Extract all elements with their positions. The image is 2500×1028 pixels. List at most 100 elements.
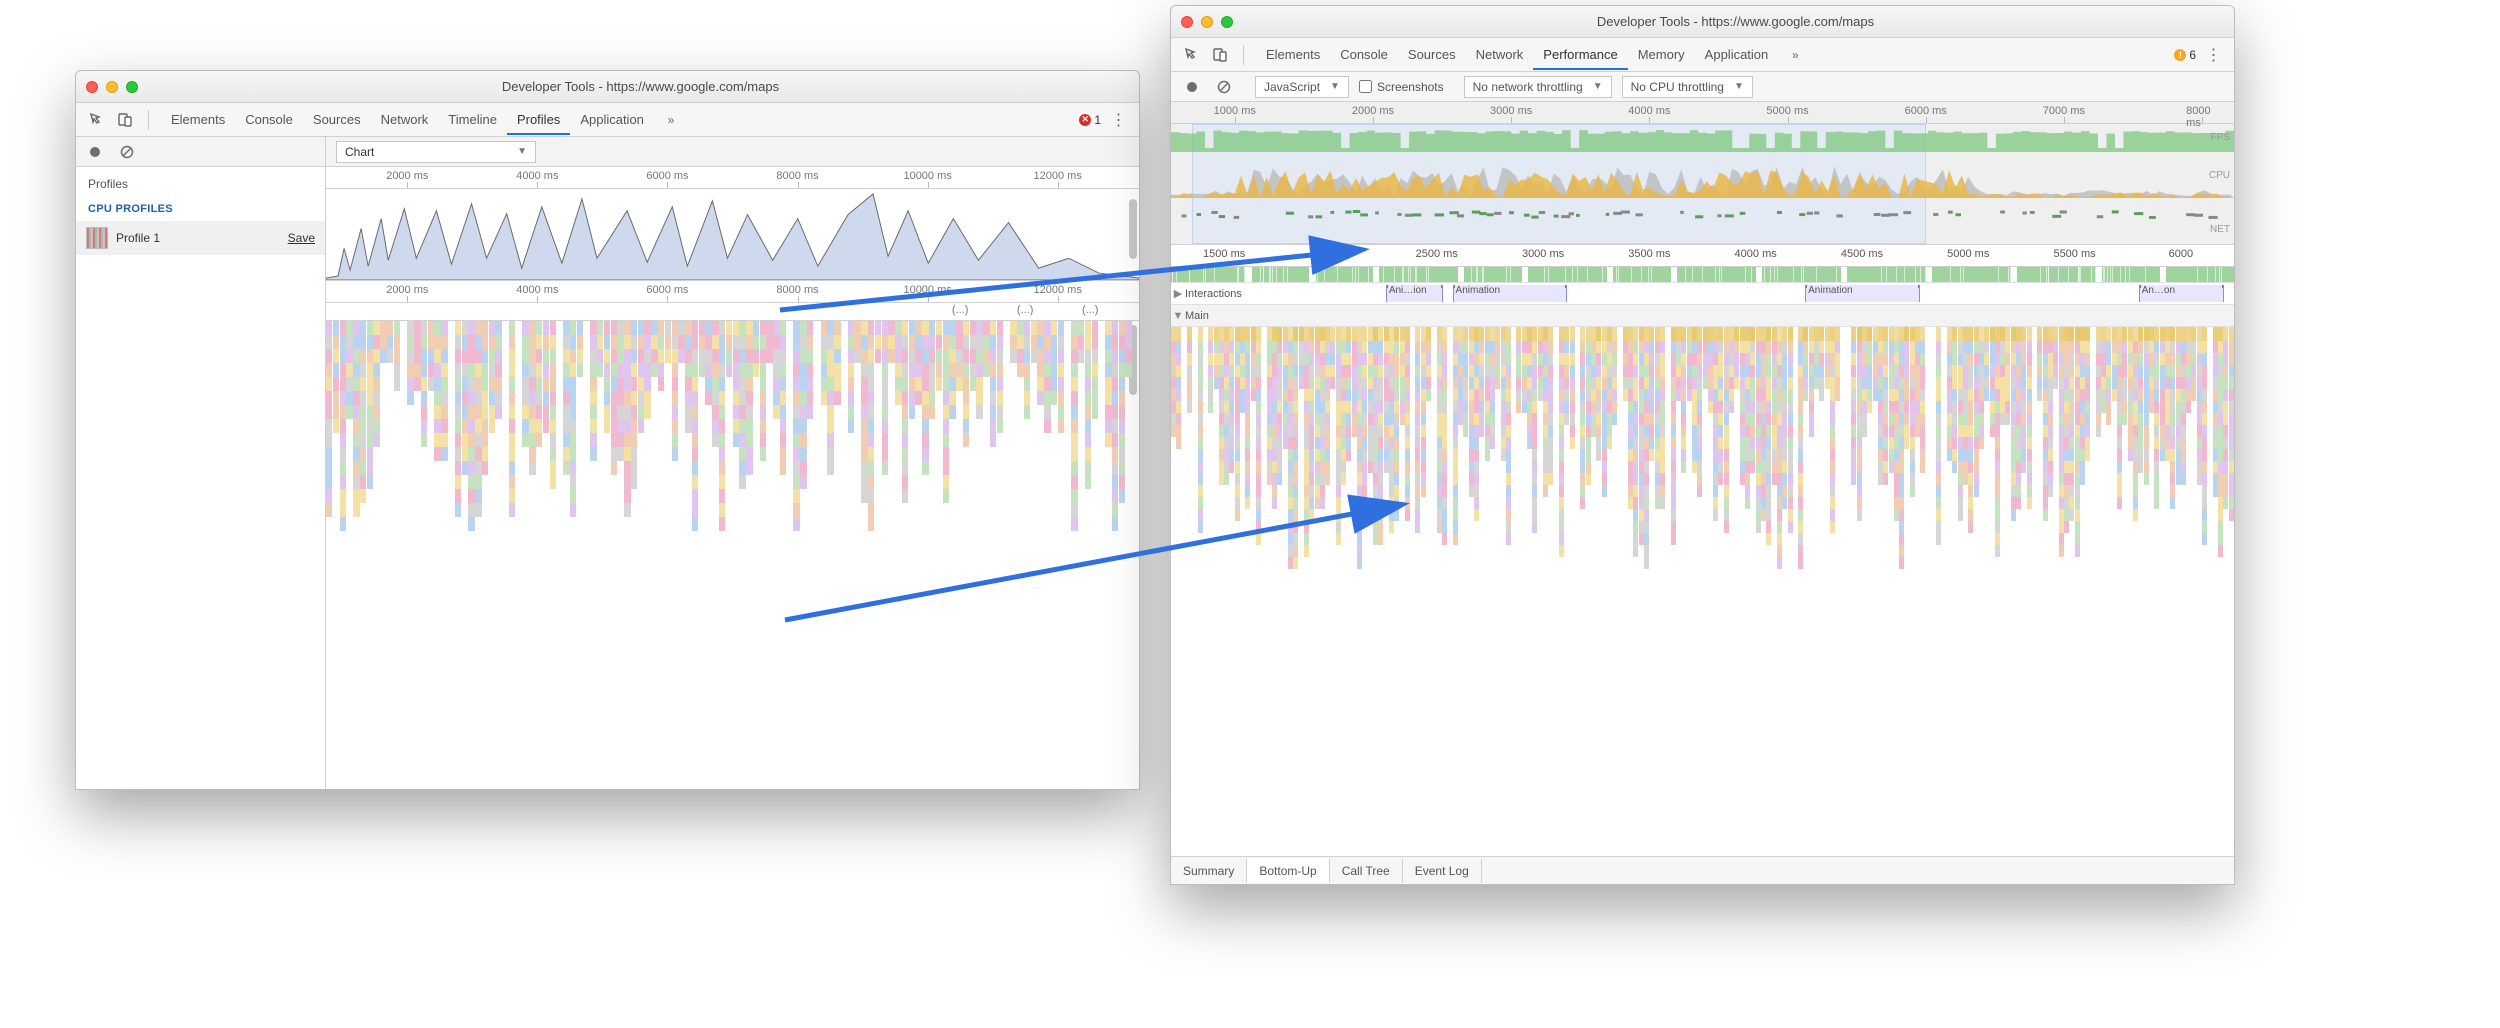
main-label: Main — [1185, 310, 1217, 322]
bottom-tab-summary[interactable]: Summary — [1171, 859, 1247, 883]
tab-application[interactable]: Application — [570, 106, 654, 135]
tab-console[interactable]: Console — [235, 106, 303, 135]
clear-icon[interactable] — [116, 141, 138, 163]
bottom-tab-bottom-up[interactable]: Bottom-Up — [1247, 858, 1329, 883]
maximize-icon[interactable] — [1221, 16, 1233, 28]
chart-view-select[interactable]: Chart ▼ — [336, 141, 536, 163]
clear-icon[interactable] — [1213, 76, 1235, 98]
interaction-segment[interactable]: Ani…ion — [1386, 285, 1443, 302]
tab-network[interactable]: Network — [371, 106, 439, 135]
tabs-overflow-icon[interactable]: » — [1784, 44, 1806, 66]
warning-count: 6 — [2189, 48, 2196, 62]
tabs-overflow-icon[interactable]: » — [660, 109, 682, 131]
window-title: Developer Tools - https://www.google.com… — [152, 79, 1129, 94]
language-label: JavaScript — [1264, 80, 1320, 94]
ruler-tick-label: 1000 ms — [1214, 105, 1256, 117]
network-throttle-select[interactable]: No network throttling▼ — [1464, 76, 1612, 98]
cpu-throttle-select[interactable]: No CPU throttling▼ — [1622, 76, 1753, 98]
tab-elements[interactable]: Elements — [161, 106, 235, 135]
tab-timeline[interactable]: Timeline — [438, 106, 507, 135]
disclosure-icon[interactable]: ▼ — [1171, 310, 1185, 322]
devtools-tabstrip: ElementsConsoleSourcesNetworkTimelinePro… — [76, 103, 1139, 137]
interactions-row[interactable]: ▶ Interactions Ani…ion Animation Animation… — [1171, 283, 2234, 305]
maximize-icon[interactable] — [126, 81, 138, 93]
minimize-icon[interactable] — [1201, 16, 1213, 28]
titlebar[interactable]: Developer Tools - https://www.google.com… — [76, 71, 1139, 103]
interaction-segment[interactable]: Animation — [1805, 285, 1919, 302]
ruler-tick-label: 10000 ms — [903, 170, 951, 182]
error-badge[interactable]: ✕1 — [1079, 113, 1101, 127]
close-icon[interactable] — [1181, 16, 1193, 28]
overview-ruler[interactable]: 2000 ms4000 ms6000 ms8000 ms10000 ms1200… — [326, 167, 1139, 189]
interaction-segment[interactable]: An…on — [2139, 285, 2225, 302]
warning-badge[interactable]: !6 — [2174, 48, 2196, 62]
tab-sources[interactable]: Sources — [303, 106, 371, 135]
tab-console[interactable]: Console — [1330, 41, 1398, 70]
kebab-menu-icon[interactable]: ⋮ — [2202, 44, 2224, 66]
bottom-tabstrip: SummaryBottom-UpCall TreeEvent Log — [1171, 856, 2234, 884]
close-icon[interactable] — [86, 81, 98, 93]
tab-memory[interactable]: Memory — [1628, 41, 1695, 70]
chart-view-label: Chart — [345, 145, 374, 159]
chart-toolbar: Chart ▼ — [326, 137, 1139, 167]
screenshots-checkbox[interactable]: Screenshots — [1359, 80, 1444, 94]
detail-ruler[interactable]: 1500 ms2000 ms2500 ms3000 ms3500 ms4000 … — [1171, 245, 2234, 267]
tab-sources[interactable]: Sources — [1398, 41, 1466, 70]
kebab-menu-icon[interactable]: ⋮ — [1107, 109, 1129, 131]
sidebar-section: CPU PROFILES — [76, 195, 325, 221]
ruler-tick-label: 4500 ms — [1841, 248, 1883, 260]
disclosure-icon[interactable]: ▶ — [1171, 287, 1185, 300]
ruler-tick-label: 6000 ms — [646, 170, 688, 182]
overview-ruler[interactable]: 1000 ms2000 ms3000 ms4000 ms5000 ms6000 … — [1171, 102, 2234, 124]
perf-overview[interactable]: 1000 ms2000 ms3000 ms4000 ms5000 ms6000 … — [1171, 102, 2234, 245]
frame-labels-row: (...)(...)(...) — [326, 303, 1139, 321]
scrollbar-thumb[interactable] — [1129, 199, 1137, 259]
main-flame-chart[interactable] — [1171, 327, 2234, 856]
minimize-icon[interactable] — [106, 81, 118, 93]
tab-application[interactable]: Application — [1695, 41, 1779, 70]
device-toggle-icon[interactable] — [1209, 44, 1231, 66]
devtools-window-profiles: Developer Tools - https://www.google.com… — [75, 70, 1140, 790]
detail-ruler[interactable]: 2000 ms4000 ms6000 ms8000 ms10000 ms1200… — [326, 281, 1139, 303]
bottom-tab-call-tree[interactable]: Call Tree — [1330, 859, 1403, 883]
ruler-tick-label: 5000 ms — [1947, 248, 1989, 260]
network-throttle-label: No network throttling — [1473, 80, 1583, 94]
record-icon[interactable] — [84, 141, 106, 163]
frames-strip[interactable] — [1171, 267, 2234, 283]
titlebar[interactable]: Developer Tools - https://www.google.com… — [1171, 6, 2234, 38]
ruler-tick-label: 3500 ms — [1628, 248, 1670, 260]
screenshots-input[interactable] — [1359, 80, 1372, 93]
main-row-header[interactable]: ▼ Main — [1171, 305, 2234, 327]
cpu-overview[interactable] — [326, 189, 1139, 281]
chevron-down-icon: ▼ — [517, 146, 527, 157]
tab-network[interactable]: Network — [1466, 41, 1534, 70]
ruler-tick-label: 3000 ms — [1490, 105, 1532, 117]
paren-label: (...) — [952, 304, 969, 316]
profile-thumb-icon — [86, 227, 108, 249]
chart-area: Chart ▼ 2000 ms4000 ms6000 ms8000 ms1000… — [326, 137, 1139, 789]
language-select[interactable]: JavaScript▼ — [1255, 76, 1349, 98]
inspect-icon[interactable] — [1181, 44, 1203, 66]
profiles-body: Profiles CPU PROFILES Profile 1 Save Cha… — [76, 137, 1139, 789]
profiles-sidebar: Profiles CPU PROFILES Profile 1 Save — [76, 137, 326, 789]
ruler-tick-label: 2000 ms — [1352, 105, 1394, 117]
inspect-icon[interactable] — [86, 109, 108, 131]
traffic-lights — [1181, 16, 1233, 28]
tab-performance[interactable]: Performance — [1533, 41, 1627, 70]
interactions-label: Interactions — [1185, 288, 1250, 300]
flame-chart[interactable] — [326, 321, 1139, 789]
tab-profiles[interactable]: Profiles — [507, 106, 570, 135]
ruler-tick-label: 1500 ms — [1203, 248, 1245, 260]
record-icon[interactable] — [1181, 76, 1203, 98]
save-link[interactable]: Save — [288, 231, 315, 245]
profile-item-label: Profile 1 — [116, 231, 160, 245]
ruler-tick-label: 6000 ms — [646, 284, 688, 296]
ruler-tick-label: 8000 ms — [776, 284, 818, 296]
bottom-tab-event-log[interactable]: Event Log — [1403, 859, 1482, 883]
ruler-tick-label: 8000 ms — [776, 170, 818, 182]
interaction-segment[interactable]: Animation — [1453, 285, 1567, 302]
profile-item[interactable]: Profile 1 Save — [76, 221, 325, 255]
tab-elements[interactable]: Elements — [1256, 41, 1330, 70]
ruler-tick-label: 4000 ms — [1735, 248, 1777, 260]
device-toggle-icon[interactable] — [114, 109, 136, 131]
